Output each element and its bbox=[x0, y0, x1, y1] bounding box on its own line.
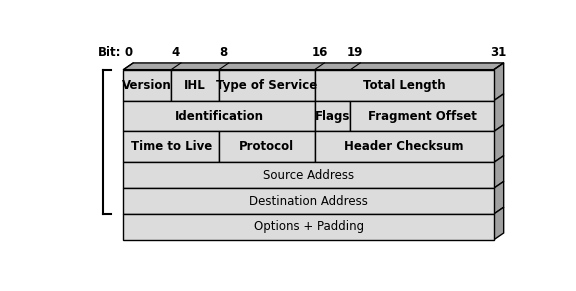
Text: 4: 4 bbox=[172, 46, 180, 59]
Text: IHL: IHL bbox=[184, 79, 206, 92]
Bar bbox=[123, 101, 314, 132]
Polygon shape bbox=[494, 94, 503, 132]
Text: Total Length: Total Length bbox=[363, 79, 445, 92]
Text: Type of Service: Type of Service bbox=[216, 79, 317, 92]
Bar bbox=[350, 101, 494, 132]
Text: Header Checksum: Header Checksum bbox=[344, 141, 464, 153]
Polygon shape bbox=[494, 207, 503, 240]
Polygon shape bbox=[494, 125, 503, 162]
Text: Protocol: Protocol bbox=[239, 141, 294, 153]
Polygon shape bbox=[494, 182, 503, 214]
Bar bbox=[219, 132, 314, 162]
Text: Options + Padding: Options + Padding bbox=[253, 220, 363, 233]
Polygon shape bbox=[123, 63, 503, 70]
Text: 31: 31 bbox=[491, 46, 507, 59]
Text: Identification: Identification bbox=[175, 109, 263, 123]
Bar bbox=[314, 70, 494, 101]
Bar bbox=[123, 214, 494, 240]
Bar bbox=[314, 132, 494, 162]
Text: Fragment Offset: Fragment Offset bbox=[367, 109, 476, 123]
Bar bbox=[314, 101, 350, 132]
Bar bbox=[171, 70, 219, 101]
Text: Source Address: Source Address bbox=[263, 169, 354, 182]
Bar bbox=[219, 70, 314, 101]
Text: Flags: Flags bbox=[315, 109, 350, 123]
Text: Bit:: Bit: bbox=[97, 46, 121, 59]
Text: Version: Version bbox=[122, 79, 172, 92]
Bar bbox=[123, 132, 219, 162]
Text: Time to Live: Time to Live bbox=[131, 141, 212, 153]
Polygon shape bbox=[494, 156, 503, 188]
Text: 19: 19 bbox=[347, 46, 363, 59]
Text: 8: 8 bbox=[219, 46, 228, 59]
Text: 16: 16 bbox=[311, 46, 328, 59]
Text: Destination Address: Destination Address bbox=[249, 195, 368, 207]
Text: 0: 0 bbox=[124, 46, 132, 59]
Bar bbox=[123, 70, 171, 101]
Polygon shape bbox=[494, 63, 503, 101]
Bar bbox=[123, 162, 494, 188]
Bar bbox=[123, 188, 494, 214]
